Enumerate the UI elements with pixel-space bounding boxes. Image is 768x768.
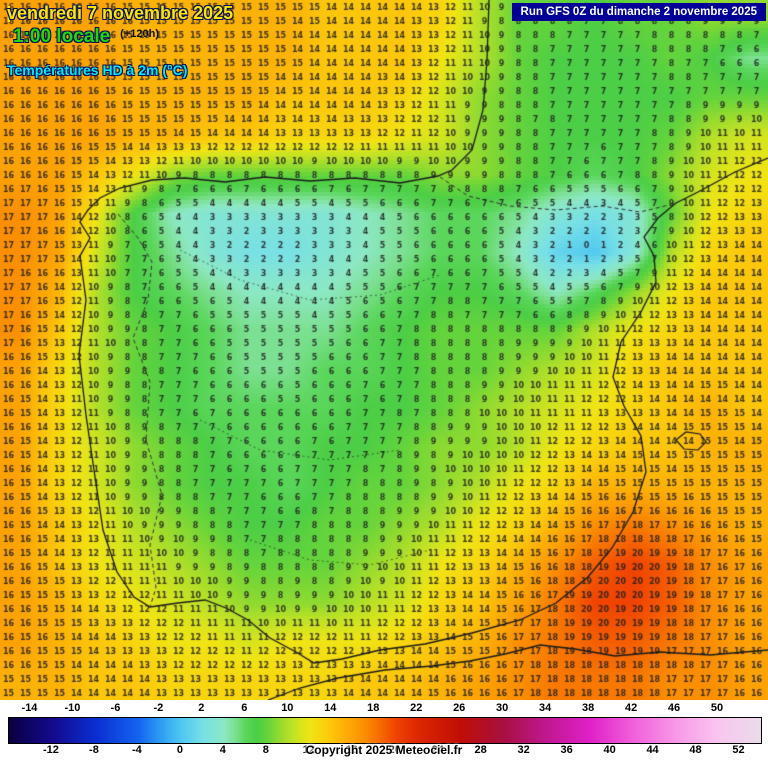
header-accent-bar: [8, 6, 10, 22]
legend-tick: -6: [110, 702, 121, 714]
legend-tick: 4: [219, 744, 226, 756]
legend-tick: 12: [302, 744, 315, 756]
legend-tick: 44: [646, 744, 659, 756]
legend-tick: -10: [64, 702, 81, 714]
legend-tick: 8: [262, 744, 269, 756]
legend-tick: 46: [667, 702, 681, 714]
legend-tick: 36: [560, 744, 573, 756]
legend-tick: 2: [198, 702, 205, 714]
legend-tick: 26: [453, 702, 466, 714]
legend-tick: 34: [539, 702, 552, 714]
legend-tick: 20: [388, 744, 401, 756]
legend-tick: 24: [431, 744, 444, 756]
legend-tick: 16: [345, 744, 358, 756]
date-label: vendredi 7 novembre 2025: [7, 3, 234, 23]
legend-tick: 30: [496, 702, 509, 714]
legend-tick: -12: [43, 744, 59, 756]
local-time-text: 1:00 locale: [13, 26, 111, 47]
forecast-step-label: (+120h): [120, 28, 159, 40]
legend-tick: 0: [176, 744, 183, 756]
legend-tick: 40: [603, 744, 616, 756]
legend-tick: 38: [581, 702, 595, 714]
legend-tick: 14: [324, 702, 337, 714]
temperature-heatmap-canvas: [0, 0, 768, 700]
legend-tick: 52: [732, 744, 745, 756]
legend-tick: -8: [89, 744, 99, 756]
legend-ticks-top: -14 -10 -6 -2 2 6 10 14 18 22 26 30 34 38 42 46 50: [8, 702, 760, 716]
legend-tick: 6: [241, 702, 248, 714]
legend-tick: 48: [689, 744, 702, 756]
color-scale-legend: -14 -10 -6 -2 2 6 10 14 18 22 26 30 34 38 42 46 50 -12 -8…: [0, 700, 768, 768]
legend-tick: 22: [410, 702, 423, 714]
model-run-info: Run GFS 0Z du dimanche 2 novembre 2025: [511, 3, 766, 21]
legend-ticks-bottom: -12 -8 -4 0 4 8 12 16 20 24 28 32 36 40 44 48 52: [8, 744, 760, 758]
time-label: 1:00 locale (+120h): [13, 26, 159, 48]
legend-tick: 18: [367, 702, 380, 714]
legend-tick: 28: [474, 744, 487, 756]
product-title: Températures HD à 2m (°C): [7, 62, 188, 78]
legend-tick: -14: [21, 702, 38, 714]
legend-tick: -2: [153, 702, 164, 714]
legend-tick: 10: [281, 702, 294, 714]
legend-tick: -4: [132, 744, 142, 756]
copyright-label: Copyright 2025 Meteociel.fr: [305, 743, 463, 757]
legend-gradient-bar: [8, 717, 762, 744]
legend-tick: 32: [517, 744, 530, 756]
legend-tick: 42: [624, 702, 638, 714]
legend-tick: 50: [710, 702, 724, 714]
